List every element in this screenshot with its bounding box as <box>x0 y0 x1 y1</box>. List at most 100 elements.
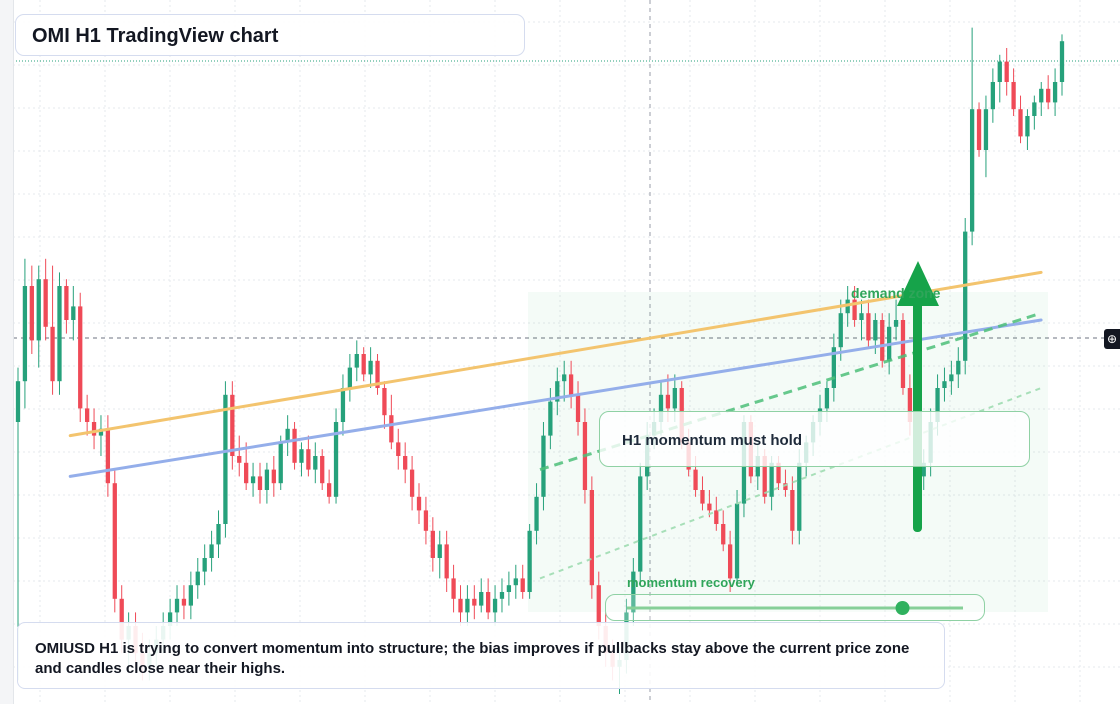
candle-body <box>57 286 62 382</box>
candle-body <box>534 496 539 531</box>
momentum-recovery-track <box>627 601 963 615</box>
candle-body <box>824 388 830 409</box>
candle-body <box>831 347 836 388</box>
candle-body <box>479 592 484 606</box>
candle-body <box>354 354 359 368</box>
candle-body <box>458 598 463 613</box>
candle-body <box>492 598 498 613</box>
candle-body <box>859 313 864 320</box>
candle-body <box>257 476 263 490</box>
ma-slow-line <box>68 270 1043 438</box>
candle-body <box>548 401 553 436</box>
candle-body <box>423 510 429 531</box>
candle-body <box>990 82 996 110</box>
candle-body <box>942 381 947 388</box>
candle-body <box>29 286 34 341</box>
candle-body <box>700 490 705 504</box>
momentum-recovery-label: momentum recovery <box>627 575 755 590</box>
momentum-callout-text: H1 momentum must hold <box>622 432 803 449</box>
candle-body <box>91 422 97 436</box>
candle-body <box>665 394 671 409</box>
candle-body <box>907 388 913 422</box>
candle-body <box>935 388 940 422</box>
candle-body <box>790 490 795 531</box>
candle-body <box>382 388 387 416</box>
candle-body <box>983 109 989 150</box>
candle-body <box>389 415 394 443</box>
overlay-lines <box>68 270 1043 580</box>
candle-body <box>375 360 380 388</box>
candle-body <box>1011 82 1016 110</box>
candle-body <box>969 109 975 232</box>
candle-body <box>250 476 256 484</box>
candle-body <box>527 530 532 592</box>
candle-body <box>727 544 733 579</box>
candle-body <box>271 469 276 484</box>
candle-body <box>1032 102 1037 116</box>
candle-body <box>893 320 899 327</box>
candle-body <box>64 286 69 320</box>
candle-body <box>658 394 664 422</box>
candle-body <box>244 462 249 484</box>
candle-body <box>396 442 401 456</box>
candle-body <box>278 442 283 484</box>
candle-body <box>866 313 871 341</box>
candle-body <box>105 428 111 484</box>
momentum-callout: H1 momentum must hold <box>599 411 1030 467</box>
trend-dashed-line <box>539 311 1042 472</box>
candle-body <box>873 320 878 341</box>
candle-body <box>292 428 297 463</box>
candle-body <box>403 456 408 470</box>
candle-body <box>762 456 767 497</box>
candle-body <box>340 388 346 422</box>
candle-body <box>956 360 961 375</box>
candle-body <box>409 469 415 497</box>
candle-body <box>437 544 442 558</box>
candle-body <box>963 231 968 361</box>
candle-body <box>112 483 117 599</box>
candle-body <box>472 598 477 606</box>
chart-title: OMI H1 TradingView chart <box>15 14 525 56</box>
candle-body <box>734 503 740 579</box>
candle-body <box>181 598 187 606</box>
candle-body <box>326 483 332 497</box>
candle-body <box>880 320 885 361</box>
candle-body <box>119 598 124 640</box>
demand-arrow-head <box>897 261 939 306</box>
candle-body <box>202 558 207 572</box>
momentum-recovery-slider[interactable] <box>605 594 985 621</box>
candle-body <box>596 585 601 626</box>
candle-body <box>721 524 726 545</box>
candle-body <box>216 524 221 545</box>
crosshair-plus-icon[interactable]: ⊕ <box>1104 329 1120 349</box>
candle-body <box>1039 88 1044 103</box>
candle-body <box>71 306 76 320</box>
candle-body <box>520 578 525 592</box>
candle-body <box>195 571 200 586</box>
candle-body <box>50 326 55 382</box>
candle-body <box>264 469 270 490</box>
candle-body <box>499 592 505 599</box>
candle-body <box>769 462 774 497</box>
candle-body <box>98 428 104 436</box>
candle-body <box>230 394 235 456</box>
candle-body <box>313 456 318 470</box>
candle-body <box>1059 41 1065 82</box>
ma-fast-line <box>68 318 1043 478</box>
candle-body <box>838 313 843 348</box>
demand-zone-label: demand zone <box>851 285 941 301</box>
candle-body <box>15 381 21 422</box>
candle-body <box>513 578 518 586</box>
candle-body <box>900 320 906 388</box>
candle-body <box>84 408 90 422</box>
chart-title-text: OMI H1 TradingView chart <box>32 25 279 47</box>
candle-body <box>776 462 781 484</box>
candle-body <box>1004 61 1009 82</box>
candle-body <box>783 483 788 490</box>
candle-body <box>320 456 325 484</box>
candle-body <box>167 612 173 626</box>
candle-body <box>22 286 28 382</box>
candle-body <box>285 428 290 443</box>
candle-body <box>631 571 636 613</box>
candle-body <box>444 544 449 579</box>
